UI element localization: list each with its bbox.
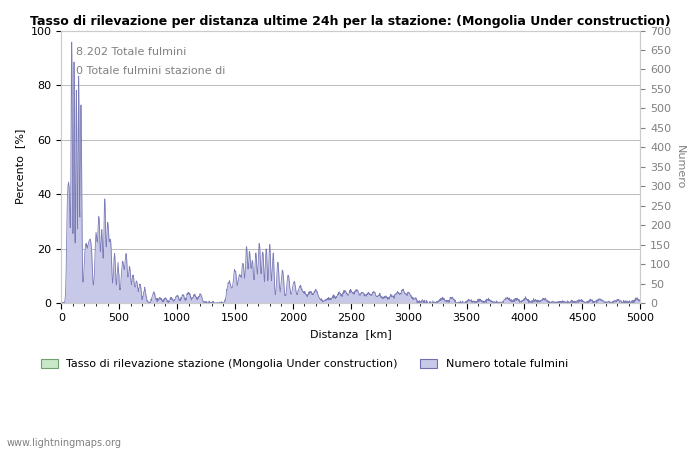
Text: 0 Totale fulmini stazione di: 0 Totale fulmini stazione di xyxy=(76,66,225,76)
Legend: Tasso di rilevazione stazione (Mongolia Under construction), Numero totale fulmi: Tasso di rilevazione stazione (Mongolia … xyxy=(36,355,573,374)
Title: Tasso di rilevazione per distanza ultime 24h per la stazione: (Mongolia Under co: Tasso di rilevazione per distanza ultime… xyxy=(31,15,671,28)
Text: www.lightningmaps.org: www.lightningmaps.org xyxy=(7,438,122,448)
Y-axis label: Percento  [%]: Percento [%] xyxy=(15,129,25,204)
Text: 8.202 Totale fulmini: 8.202 Totale fulmini xyxy=(76,47,186,57)
X-axis label: Distanza  [km]: Distanza [km] xyxy=(310,329,391,339)
Y-axis label: Numero: Numero xyxy=(675,144,685,189)
